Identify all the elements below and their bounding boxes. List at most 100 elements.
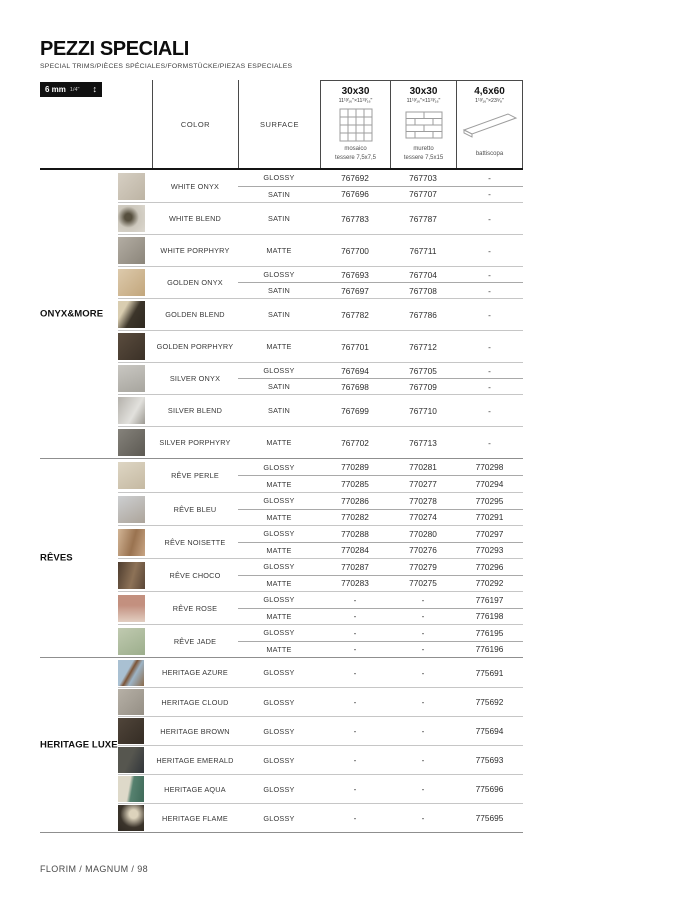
finish-row: GLOSSY - - 775694	[238, 717, 523, 745]
color-row: GOLDEN PORPHYRY MATTE 767701 767712 -	[118, 330, 523, 362]
color-name: HERITAGE FLAME	[162, 813, 228, 823]
color-swatch	[118, 495, 145, 523]
finish-list: SATIN 767699 767710 -	[238, 395, 523, 426]
surface-finish: SATIN	[268, 189, 290, 199]
surface-finish: GLOSSY	[263, 562, 295, 572]
article-code: -	[353, 611, 357, 622]
surface-finish: MATTE	[266, 545, 292, 555]
color-row: HERITAGE FLAME GLOSSY - - 775695	[118, 803, 523, 832]
finish-row: GLOSSY - - 775693	[238, 746, 523, 774]
color-swatch	[118, 659, 144, 686]
color-name: GOLDEN ONYX	[167, 278, 223, 287]
color-swatch	[118, 462, 145, 489]
article-code: 770296	[475, 561, 504, 572]
article-code: -	[353, 697, 357, 707]
finish-row: GLOSSY - - 775696	[238, 775, 523, 803]
article-code: 767709	[409, 381, 437, 392]
color-name: HERITAGE AZURE	[162, 668, 228, 677]
article-code: -	[488, 269, 491, 280]
finish-list: GLOSSY 767692 767703 - SATIN 767696 767707 -	[238, 170, 523, 202]
finish-row: GLOSSY - - 776195	[238, 625, 523, 641]
finish-list: GLOSSY - - 775691	[238, 658, 523, 687]
color-swatch	[118, 747, 144, 773]
article-code: 770291	[475, 512, 504, 523]
article-code: -	[421, 726, 425, 736]
article-code: 770282	[341, 512, 369, 523]
finish-list: GLOSSY - - 775696	[238, 775, 523, 803]
finish-list: MATTE 767700 767711 -	[238, 235, 523, 266]
color-swatch	[118, 365, 145, 392]
thumb-cell	[118, 170, 152, 202]
thumb-cell	[118, 592, 152, 624]
color-row: RÊVE JADE GLOSSY - - 776195 MATTE - - 776196	[118, 624, 523, 657]
color-swatch	[118, 561, 145, 589]
finish-list: GLOSSY 767693 767704 - SATIN 767697 767708 -	[238, 267, 523, 298]
article-code: -	[421, 813, 425, 823]
color-swatch	[118, 627, 145, 655]
finish-row: MATTE - - 776196	[238, 640, 523, 658]
thumb-cell	[118, 688, 152, 716]
finish-list: GLOSSY 770286 770278 770295 MATTE 770282 77027…	[238, 493, 523, 525]
surface-finish: MATTE	[266, 342, 292, 351]
color-row: HERITAGE CLOUD GLOSSY - - 775692	[118, 687, 523, 716]
color-swatch	[118, 689, 144, 715]
group-label: ONYX&MORE	[40, 308, 104, 320]
article-code: -	[421, 611, 425, 622]
finish-list: MATTE 767702 767713 -	[238, 427, 523, 458]
spec-table: COLOR SURFACE 30x30 11¹³⁄₁₆"×11¹³⁄₁₆" mo…	[40, 80, 523, 833]
finish-row: SATIN 767696 767707 -	[238, 185, 523, 203]
article-code: -	[421, 594, 425, 605]
article-code: -	[353, 813, 357, 823]
color-swatch	[118, 205, 145, 232]
group-rows: RÊVE PERLE GLOSSY 770289 770281 770298 MATTE 7…	[118, 459, 523, 657]
finish-row: MATTE 770285 770277 770294	[238, 475, 523, 492]
group-label: RÊVES	[40, 552, 73, 564]
article-code: 770295	[475, 495, 504, 506]
color-name: RÊVE JADE	[173, 636, 217, 646]
article-code: 775696	[475, 784, 504, 794]
article-code: 776197	[475, 594, 504, 605]
finish-row: SATIN 767783 767787 -	[238, 203, 523, 234]
article-code: 770288	[341, 528, 369, 539]
header-spacer	[40, 80, 152, 168]
article-code: 767783	[341, 213, 369, 224]
article-code: 775691	[475, 667, 504, 678]
article-code: -	[353, 755, 357, 765]
size-caption: battiscopa	[475, 150, 504, 157]
finish-row: GLOSSY 770289 770281 770298	[238, 459, 523, 475]
color-swatch	[118, 172, 145, 200]
finish-list: GLOSSY 770289 770281 770298 MATTE 770285 77027…	[238, 459, 523, 492]
finish-row: GLOSSY 767693 767704 -	[238, 267, 523, 282]
article-code: 770278	[409, 495, 437, 506]
thumb-cell	[118, 331, 152, 362]
article-code: 775695	[475, 813, 504, 823]
article-code: 767787	[409, 213, 437, 224]
color-row: SILVER PORPHYRY MATTE 767702 767713 -	[118, 426, 523, 458]
group-section-heritage-luxe: HERITAGE LUXE HERITAGE AZURE GLOSSY - - 77569…	[40, 657, 523, 832]
finish-list: GLOSSY - - 775695	[238, 804, 523, 832]
article-code: 770287	[341, 561, 369, 572]
thumb-cell	[118, 746, 152, 774]
article-code: -	[488, 285, 491, 296]
finish-row: MATTE 767701 767712 -	[238, 331, 523, 362]
color-row: WHITE BLEND SATIN 767783 767787 -	[118, 202, 523, 234]
color-name: RÊVE ROSE	[172, 603, 218, 613]
group-rows: HERITAGE AZURE GLOSSY - - 775691 HERITAGE CLO…	[118, 658, 523, 832]
finish-row: MATTE 770283 770275 770292	[238, 574, 523, 592]
article-code: 767697	[341, 285, 369, 296]
article-code: -	[421, 697, 425, 707]
article-code: 767712	[409, 341, 437, 352]
article-code: 767708	[409, 285, 437, 296]
table-body: ONYX&MORE WHITE ONYX GLOSSY 767692 767703- SA…	[40, 168, 523, 833]
article-code: -	[353, 726, 357, 736]
finish-row: GLOSSY 767694 767705 -	[238, 363, 523, 378]
color-name: RÊVE CHOCO	[169, 570, 221, 580]
article-code: -	[488, 189, 491, 200]
header-size-battiscopa: 4,6x60 1¹³⁄₁₆"×23⁵⁄₈" battiscopa	[456, 80, 523, 168]
surface-finish: GLOSSY	[263, 755, 295, 765]
finish-list: SATIN 767782 767786 -	[238, 299, 523, 330]
group-rows: WHITE ONYX GLOSSY 767692 767703 - SATIN 767696…	[118, 170, 523, 458]
group-section-onyx-more: ONYX&MORE WHITE ONYX GLOSSY 767692 767703- SA…	[40, 168, 523, 458]
finish-row: MATTE 770282 770274 770291	[238, 508, 523, 526]
mosaico-grid-icon	[339, 104, 373, 145]
